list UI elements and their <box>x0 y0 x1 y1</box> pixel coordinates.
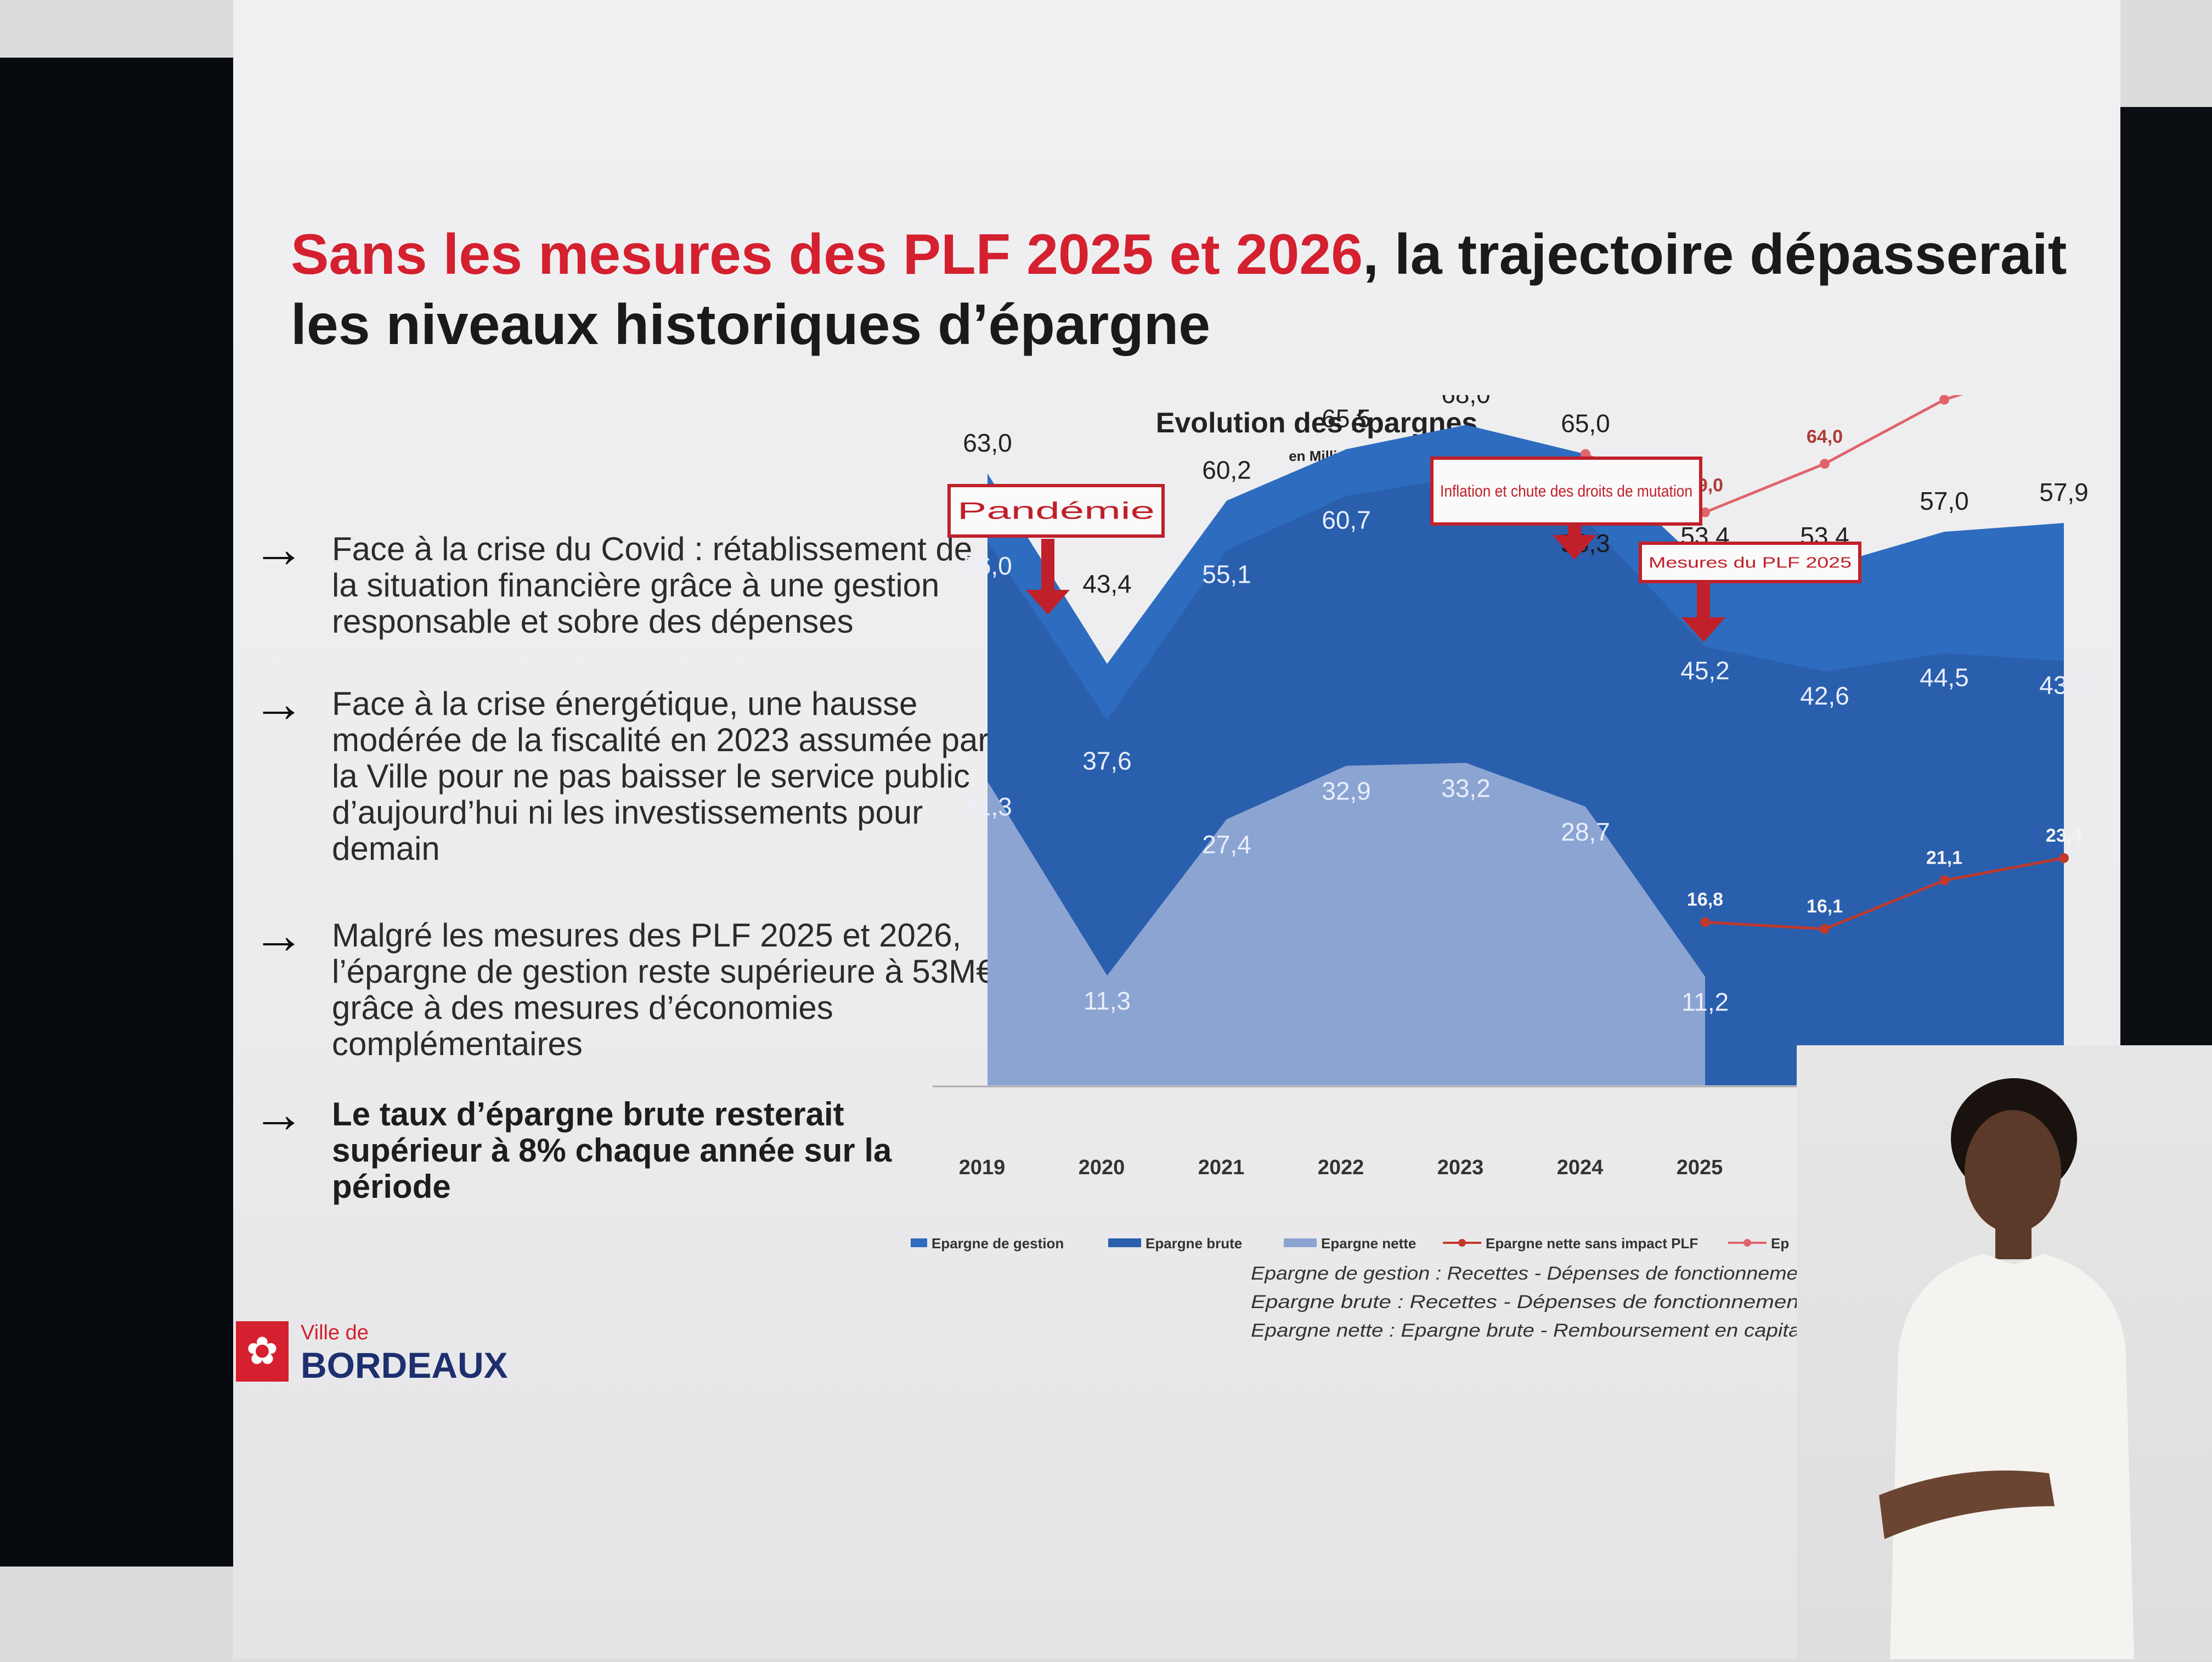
data-label-3-9: 23,4 <box>2046 825 2082 846</box>
bullet-covid: → Face à la crise du Covid : rétablissem… <box>252 520 982 657</box>
legend-label-4: Ep <box>1771 1235 1789 1252</box>
data-label-2-4: 33,2 <box>1441 774 1491 802</box>
x-tick-label-6: 2025 <box>1677 1156 1723 1179</box>
line-series-3 <box>1705 857 2064 931</box>
bordeaux-crest-icon: ✿ <box>236 1321 289 1382</box>
x-tick-label-3: 2022 <box>1318 1156 1364 1179</box>
line-point-3-9 <box>2059 853 2069 863</box>
x-tick-label-5: 2024 <box>1557 1156 1604 1179</box>
annotation-text-0: Pandémie <box>957 498 1155 525</box>
data-label-4-7: 64,0 <box>1807 426 1843 447</box>
x-tick-label-1: 2020 <box>1079 1156 1125 1179</box>
area-series-2 <box>988 763 1705 1085</box>
annotation-text-1: Inflation et chute des droits de mutatio… <box>1440 482 1692 500</box>
bullet-taux: → Le taux d’épargne brute resterait supé… <box>252 1085 982 1217</box>
legend-swatch-2 <box>1284 1238 1317 1247</box>
data-label-2-5: 28,7 <box>1561 818 1610 846</box>
data-label-1-6: 45,2 <box>1680 656 1730 685</box>
right-arrow-icon: → <box>252 1085 305 1143</box>
data-label-1-1: 37,6 <box>1082 746 1132 775</box>
legend-marker-3 <box>1458 1239 1466 1247</box>
legend-marker-4 <box>1743 1239 1751 1247</box>
bullet-energy: → Face à la crise énergétique, une hauss… <box>252 674 989 872</box>
line-point-3-8 <box>1939 875 1949 886</box>
annotation-box-0 <box>947 484 1165 538</box>
legend-label-2: Epargne nette <box>1321 1235 1416 1252</box>
data-label-1-3: 60,7 <box>1322 506 1371 534</box>
bullet-text: Face à la crise énergétique, une hausse … <box>332 685 989 867</box>
right-arrow-icon: → <box>252 674 305 733</box>
x-tick-label-2: 2021 <box>1198 1156 1245 1179</box>
x-tick-label-4: 2023 <box>1437 1156 1484 1179</box>
annotation-arrow-head-1 <box>1553 535 1596 560</box>
data-label-0-1: 43,4 <box>1082 570 1132 598</box>
data-label-3-6: 16,8 <box>1687 889 1723 910</box>
data-label-0-4: 68,0 <box>1441 395 1491 408</box>
slide-title: Sans les mesures des PLF 2025 et 2026, l… <box>291 219 2118 360</box>
right-black-margin <box>2120 107 2212 1045</box>
legend-swatch-1 <box>1108 1238 1141 1247</box>
line-point-3-7 <box>1820 924 1830 934</box>
line-point-4-6 <box>1700 507 1710 517</box>
right-arrow-icon: → <box>252 520 305 578</box>
data-label-0-8: 57,0 <box>1920 487 1969 515</box>
line-point-4-7 <box>1820 459 1830 469</box>
bullet-text: Face à la crise du Covid : rétablissemen… <box>332 531 973 640</box>
data-label-0-3: 65,5 <box>1322 404 1371 433</box>
legend-swatch-0 <box>911 1238 927 1247</box>
data-label-0-9: 57,9 <box>2039 478 2089 506</box>
annotation-arrow-head-0 <box>1026 590 1070 615</box>
data-label-2-3: 32,9 <box>1322 777 1371 805</box>
definition-note-1: Epargne brute : Recettes - Dépenses de f… <box>1251 1292 1806 1312</box>
annotation-arrow-stem-2 <box>1697 583 1710 620</box>
legend-label-0: Epargne de gestion <box>932 1235 1064 1252</box>
data-label-2-0: 31,3 <box>963 792 1012 821</box>
x-tick-label-0: 2019 <box>959 1156 1006 1179</box>
definition-note-0: Epargne de gestion : Recettes - Dépenses… <box>1251 1263 1806 1284</box>
data-label-1-8: 44,5 <box>1920 663 1969 691</box>
annotation-box-2 <box>1639 542 1861 583</box>
data-label-3-8: 21,1 <box>1926 848 1962 869</box>
annotation-arrow-stem-1 <box>1568 526 1581 538</box>
data-label-3-7: 16,1 <box>1807 896 1843 917</box>
data-label-2-1: 11,3 <box>1084 987 1131 1015</box>
legend-label-3: Epargne nette sans impact PLF <box>1486 1235 1698 1252</box>
data-label-1-9: 43,7 <box>2039 671 2089 700</box>
data-label-0-2: 60,2 <box>1202 455 1251 484</box>
data-label-0-0: 63,0 <box>963 429 1012 457</box>
logo-small-text: Ville de <box>301 1321 369 1344</box>
legend-label-1: Epargne brute <box>1146 1235 1242 1252</box>
right-arrow-icon: → <box>252 906 305 965</box>
data-label-2-2: 27,4 <box>1202 830 1251 859</box>
data-label-1-2: 55,1 <box>1202 560 1251 589</box>
data-label-0-5: 65,0 <box>1561 409 1610 438</box>
presenter-webcam-overlay <box>1797 1045 2212 1659</box>
annotation-arrow-stem-0 <box>1041 539 1054 593</box>
annotation-text-2: Mesures du PLF 2025 <box>1649 554 1852 571</box>
bullet-text: Malgré les mesures des PLF 2025 et 2026,… <box>332 917 995 1062</box>
left-black-margin <box>0 58 233 1567</box>
line-point-3-6 <box>1700 917 1710 927</box>
logo-name-text: BORDEAUX <box>301 1345 508 1385</box>
data-label-1-7: 42,6 <box>1800 681 1849 710</box>
data-label-1-0: 56,0 <box>963 551 1012 580</box>
slide-title-highlight: Sans les mesures des PLF 2025 et 2026 <box>291 223 1363 286</box>
annotation-box-1 <box>1430 457 1702 526</box>
bullet-plf: → Malgré les mesures des PLF 2025 et 202… <box>252 906 994 1077</box>
definition-note-2: Epargne nette : Epargne brute - Rembours… <box>1251 1320 1806 1341</box>
presenter-silhouette <box>1879 1078 2134 1659</box>
annotation-arrow-head-2 <box>1681 617 1725 642</box>
slide-title-rest: , la trajectoire dépasserait les niveaux… <box>291 223 2067 357</box>
data-label-2-6: 11,2 <box>1681 988 1729 1016</box>
line-point-4-8 <box>1939 395 1949 405</box>
bullet-text: Le taux d’épargne brute resterait supéri… <box>332 1096 892 1205</box>
